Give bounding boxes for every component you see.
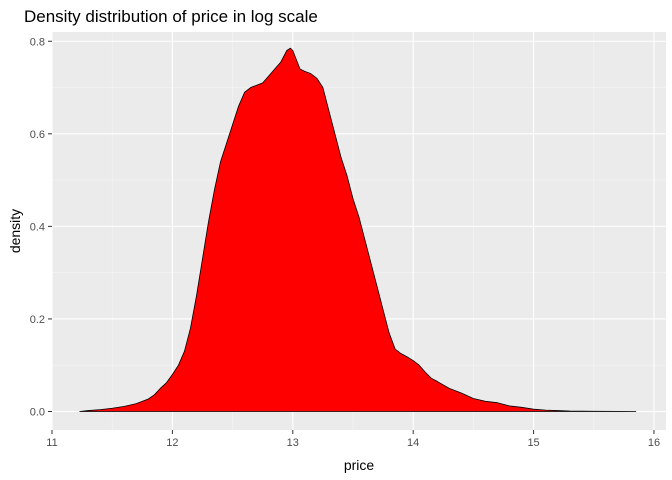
y-tick-label: 0.2 (30, 314, 45, 326)
y-tick-label: 0.4 (30, 221, 45, 233)
y-tick-label: 0.0 (30, 406, 45, 418)
y-tick-label: 0.8 (30, 36, 45, 48)
y-axis-title: density (7, 209, 23, 253)
x-tick-label: 15 (527, 437, 539, 449)
y-tick-label: 0.6 (30, 129, 45, 141)
x-tick-label: 16 (648, 437, 660, 449)
x-tick-label: 14 (407, 437, 419, 449)
x-tick-label: 12 (166, 437, 178, 449)
y-axis: 0.0 0.2 0.4 0.6 0.8 (30, 36, 52, 418)
density-area (79, 47, 637, 412)
density-series (79, 47, 637, 412)
x-axis: 11 12 13 14 15 16 (46, 430, 660, 449)
x-tick-label: 11 (46, 437, 57, 449)
x-axis-title: price (344, 457, 375, 473)
chart-title: Density distribution of price in log sca… (24, 7, 318, 26)
x-tick-label: 13 (287, 437, 299, 449)
